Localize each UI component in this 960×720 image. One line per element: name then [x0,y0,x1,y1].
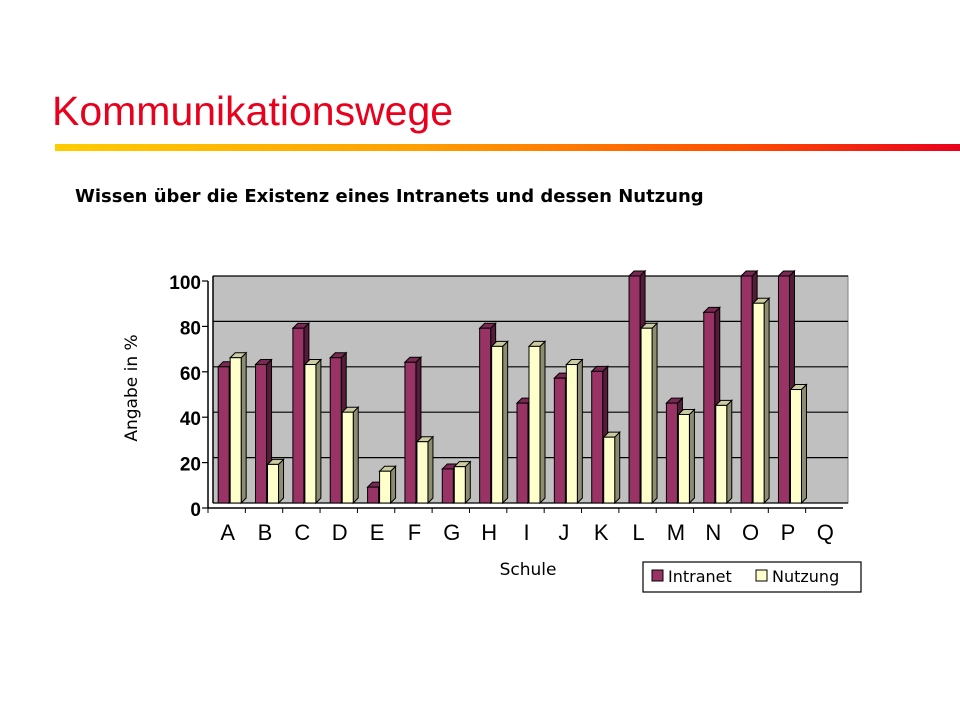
x-tick-label: O [742,520,759,545]
legend-label-nutzung: Nutzung [772,567,839,586]
y-axis-label: Angabe in % [122,334,142,441]
x-tick-label: A [220,520,235,545]
bar-nutzung-o [751,297,771,505]
x-tick-label: M [667,520,685,545]
x-tick-label: E [370,520,385,545]
y-tick-label: 0 [190,500,201,521]
y-tick-label: 100 [169,273,201,294]
bar-nutzung-j [565,358,584,505]
y-axis-ticks: 0 20 40 60 80 100 [169,273,208,521]
title-underline [55,144,960,151]
x-tick-label: K [594,520,609,545]
x-tick-label: D [332,520,348,545]
y-tick-label: 60 [180,364,201,385]
x-tick-label: I [523,520,529,545]
x-tick-label: N [705,520,721,545]
bar-nutzung-a [228,351,248,505]
bar-nutzung-e [378,465,397,505]
x-tick-label: F [408,520,421,545]
y-tick-label: 40 [180,409,201,430]
bar-nutzung-d [341,405,360,505]
bar-nutzung-h [490,340,509,505]
legend-swatch-intranet [651,569,664,582]
legend: Intranet Nutzung [642,561,862,593]
chart-title: Wissen über die Existenz eines Intranets… [75,186,704,207]
x-tick-label: L [632,520,644,545]
bar-nutzung-c [303,358,323,505]
bar-nutzung-n [714,399,733,505]
x-tick-label: P [781,520,796,545]
x-axis-label: Schule [500,560,557,580]
x-tick-label: B [258,520,273,545]
bar-nutzung-m [677,408,696,505]
x-tick-label: Q [817,520,834,545]
legend-box [642,561,862,593]
x-tick-label: G [443,520,460,545]
legend-swatch-nutzung [755,569,768,582]
bar-nutzung-l [639,322,659,505]
y-tick-label: 20 [180,455,201,476]
legend-label-intranet: Intranet [668,567,732,586]
bar-nutzung-p [789,383,808,505]
x-tick-label: H [481,520,497,545]
bar-nutzung-k [602,430,621,505]
x-tick-label: J [558,520,569,545]
y-tick-label: 80 [180,318,201,339]
bars [216,269,808,505]
x-tick-label: C [294,520,310,545]
bar-nutzung-f [415,435,435,505]
bar-nutzung-g [453,460,472,505]
bar-nutzung-i [527,340,547,505]
bar-nutzung-b [266,458,285,505]
slide-title: Kommunikationswege [52,88,454,134]
